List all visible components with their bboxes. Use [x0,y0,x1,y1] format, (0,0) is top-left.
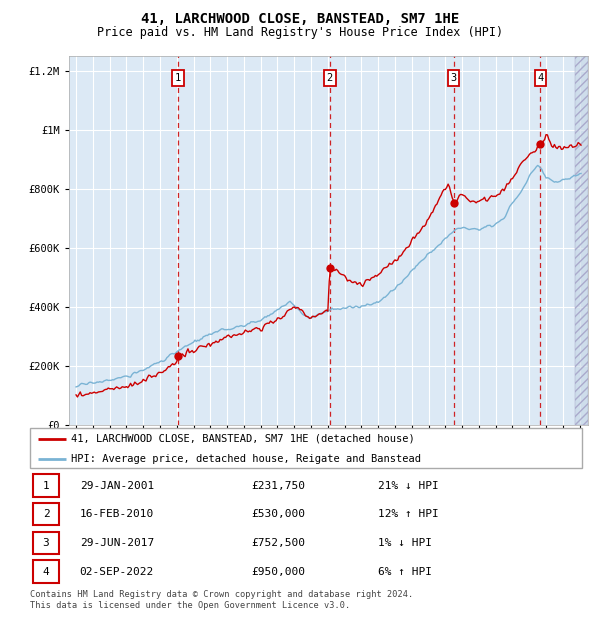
FancyBboxPatch shape [33,503,59,525]
Text: 1: 1 [175,73,181,83]
Text: 41, LARCHWOOD CLOSE, BANSTEAD, SM7 1HE: 41, LARCHWOOD CLOSE, BANSTEAD, SM7 1HE [141,12,459,27]
Text: £950,000: £950,000 [251,567,305,577]
Text: 2: 2 [43,509,49,519]
Text: 6% ↑ HPI: 6% ↑ HPI [378,567,432,577]
Text: 3: 3 [43,538,49,548]
Bar [575,56,588,425]
Text: £752,500: £752,500 [251,538,305,548]
Text: 16-FEB-2010: 16-FEB-2010 [80,509,154,519]
Text: 29-JAN-2001: 29-JAN-2001 [80,480,154,490]
Text: This data is licensed under the Open Government Licence v3.0.: This data is licensed under the Open Gov… [30,601,350,611]
Text: 21% ↓ HPI: 21% ↓ HPI [378,480,439,490]
Text: 4: 4 [538,73,544,83]
Text: 02-SEP-2022: 02-SEP-2022 [80,567,154,577]
Text: £231,750: £231,750 [251,480,305,490]
Text: HPI: Average price, detached house, Reigate and Banstead: HPI: Average price, detached house, Reig… [71,454,421,464]
Text: 3: 3 [451,73,457,83]
Text: 29-JUN-2017: 29-JUN-2017 [80,538,154,548]
Text: 41, LARCHWOOD CLOSE, BANSTEAD, SM7 1HE (detached house): 41, LARCHWOOD CLOSE, BANSTEAD, SM7 1HE (… [71,433,415,444]
Text: 12% ↑ HPI: 12% ↑ HPI [378,509,439,519]
Text: 2: 2 [327,73,333,83]
Text: Price paid vs. HM Land Registry's House Price Index (HPI): Price paid vs. HM Land Registry's House … [97,26,503,39]
FancyBboxPatch shape [33,474,59,497]
Text: 4: 4 [43,567,49,577]
Text: £530,000: £530,000 [251,509,305,519]
FancyBboxPatch shape [33,560,59,583]
Text: 1% ↓ HPI: 1% ↓ HPI [378,538,432,548]
Text: 1: 1 [43,480,49,490]
FancyBboxPatch shape [33,532,59,554]
Text: Contains HM Land Registry data © Crown copyright and database right 2024.: Contains HM Land Registry data © Crown c… [30,590,413,600]
Bar [575,56,588,425]
